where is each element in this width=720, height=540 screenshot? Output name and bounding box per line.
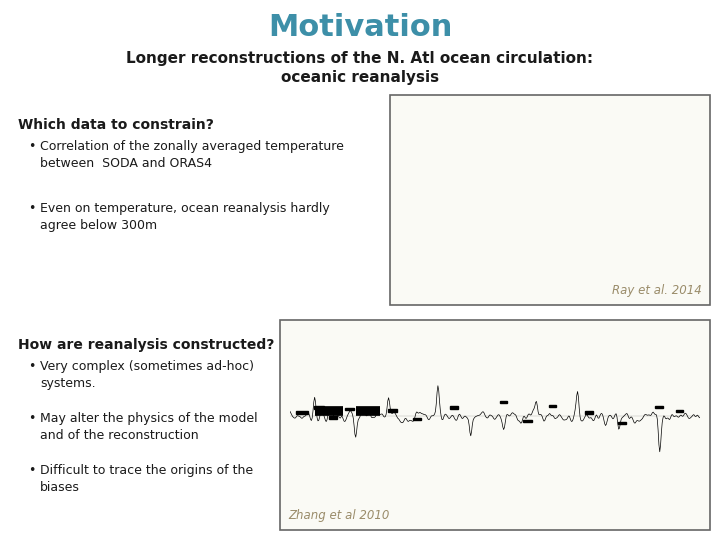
Text: Ray et al. 2014: Ray et al. 2014 <box>612 284 702 297</box>
Text: •: • <box>28 360 35 373</box>
Text: •: • <box>28 140 35 153</box>
Bar <box>413 418 420 421</box>
Bar <box>500 401 507 403</box>
Bar <box>296 410 308 414</box>
Bar <box>390 95 710 305</box>
Bar <box>314 406 324 409</box>
Text: •: • <box>28 412 35 425</box>
Bar <box>280 320 710 530</box>
Bar <box>329 416 337 419</box>
Text: •: • <box>28 464 35 477</box>
Bar <box>549 404 556 407</box>
Text: Very complex (sometimes ad-hoc)
systems.: Very complex (sometimes ad-hoc) systems. <box>40 360 254 390</box>
Text: Which data to constrain?: Which data to constrain? <box>18 118 214 132</box>
Bar <box>676 410 683 411</box>
Text: Difficult to trace the origins of the
biases: Difficult to trace the origins of the bi… <box>40 464 253 494</box>
Text: May alter the physics of the model
and of the reconstruction: May alter the physics of the model and o… <box>40 412 258 442</box>
Text: Longer reconstructions of the N. Atl ocean circulation:
oceanic reanalysis: Longer reconstructions of the N. Atl oce… <box>127 51 593 85</box>
Bar <box>523 420 532 422</box>
Text: Even on temperature, ocean reanalysis hardly
agree below 300m: Even on temperature, ocean reanalysis ha… <box>40 202 330 232</box>
Text: Correlation of the zonally averaged temperature
between  SODA and ORAS4: Correlation of the zonally averaged temp… <box>40 140 344 170</box>
Text: How are reanalysis constructed?: How are reanalysis constructed? <box>18 338 274 352</box>
Bar <box>388 409 397 412</box>
Text: Zhang et al 2010: Zhang et al 2010 <box>288 509 390 522</box>
Bar <box>618 422 626 424</box>
Bar <box>585 411 593 414</box>
Bar <box>450 406 458 409</box>
Bar <box>655 406 662 408</box>
Text: •: • <box>28 202 35 215</box>
Bar <box>346 408 354 410</box>
Text: Motivation: Motivation <box>268 14 452 43</box>
